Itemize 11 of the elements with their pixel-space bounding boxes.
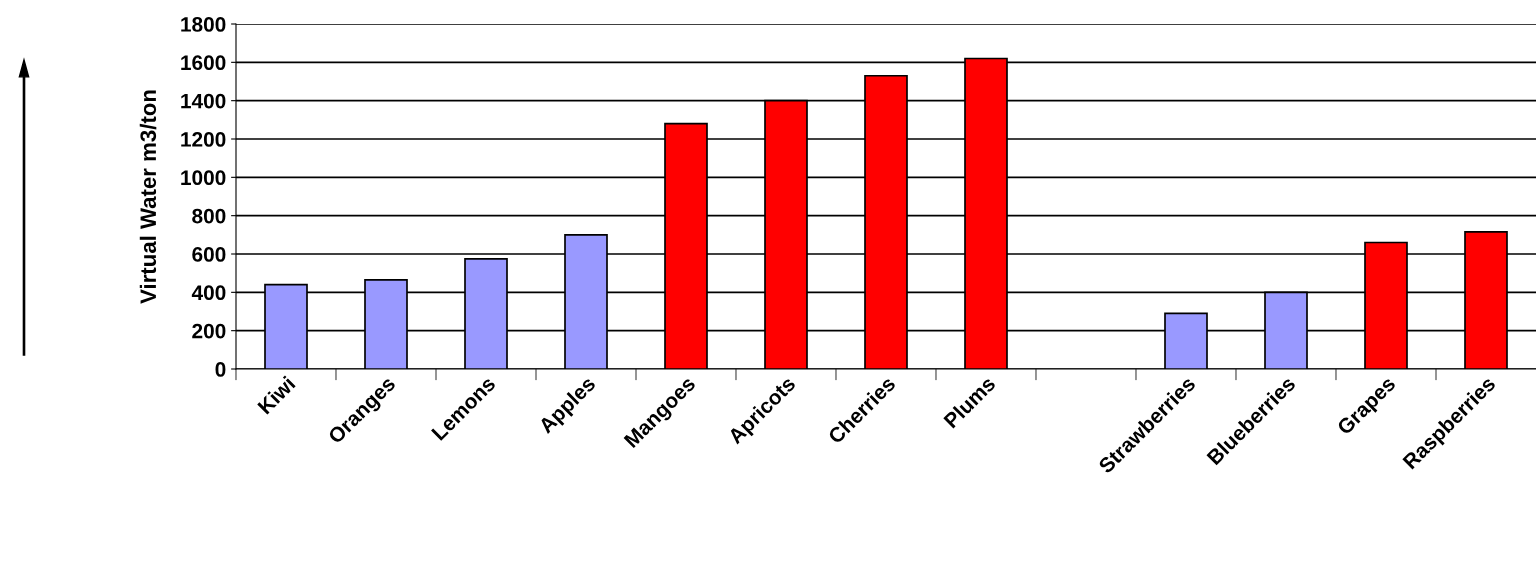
y-tick-label: 0	[215, 362, 226, 377]
y-tick-label: 800	[192, 208, 226, 224]
y-tick-label: 1600	[181, 55, 226, 71]
y-tick-label: 1400	[181, 93, 226, 109]
y-tick-label: 200	[192, 323, 226, 339]
y-axis-title: Virtual Water m3/ton	[139, 90, 157, 304]
y-tick-label: 1000	[181, 170, 226, 186]
y-tick-label: 400	[191, 285, 226, 301]
y-tick-label: 1800	[181, 17, 226, 32]
y-tick-label: 1200	[181, 132, 226, 147]
y-tick-label: 600	[192, 247, 226, 262]
